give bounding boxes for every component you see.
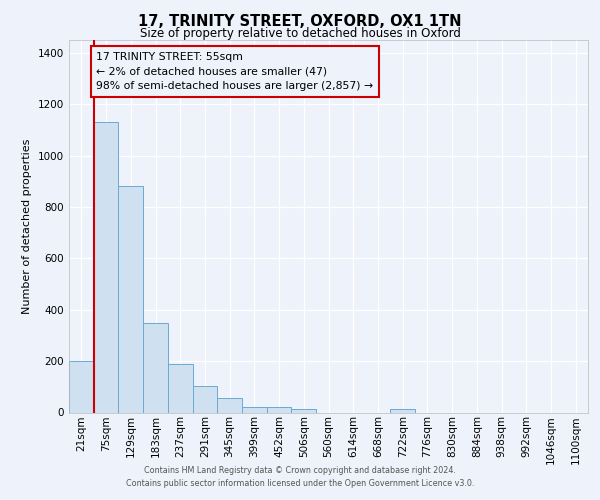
Bar (118, 186, 143, 412)
Text: Contains HM Land Registry data © Crown copyright and database right 2024.
Contai: Contains HM Land Registry data © Crown c… (126, 466, 474, 487)
Bar (94, 122, 118, 412)
Y-axis label: Number of detached properties: Number of detached properties (22, 138, 32, 314)
Text: Size of property relative to detached houses in Oxford: Size of property relative to detached ho… (140, 28, 460, 40)
Text: 17 TRINITY STREET: 55sqm
← 2% of detached houses are smaller (47)
98% of semi-de: 17 TRINITY STREET: 55sqm ← 2% of detache… (96, 52, 373, 91)
Bar (217, 398, 242, 412)
Bar (143, 322, 168, 412)
Bar (193, 386, 217, 412)
Bar (390, 408, 415, 412)
Bar (69, 361, 94, 412)
Text: 17, TRINITY STREET, OXFORD, OX1 1TN: 17, TRINITY STREET, OXFORD, OX1 1TN (138, 14, 462, 29)
Bar (168, 364, 193, 412)
Bar (242, 408, 267, 412)
Bar (267, 408, 292, 412)
Bar (292, 408, 316, 412)
